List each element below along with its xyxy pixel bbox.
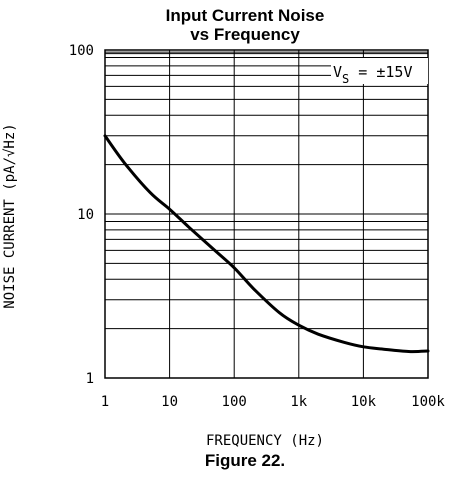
plot-frame [104,49,429,379]
x-tick-label: 100 [222,394,247,410]
x-tick-label: 1k [290,394,307,410]
chart-title-line2: vs Frequency [190,25,300,44]
chart-title-line1: Input Current Noise [166,6,325,25]
annotation-mask [331,58,428,84]
x-tick-label: 10 [161,394,178,410]
data-series [103,134,430,354]
y-tick-label: 100 [69,43,94,59]
y-tick-label: 1 [86,371,94,387]
y-tick-label: 10 [77,207,94,223]
noise-current-curve [103,134,430,354]
x-axis-label: FREQUENCY (Hz) [206,433,324,449]
grid-lines [104,50,429,379]
y-axis-label: NOISE CURRENT (pA/√Hz) [2,123,18,308]
x-tick-label: 100k [411,394,445,410]
plot-border [104,49,429,379]
x-tick-labels: 1 10 100 1k 10k 100k [101,394,446,410]
x-tick-label: 1 [101,394,109,410]
y-tick-labels: 1 10 100 [69,43,94,387]
vs-annotation: VS = ±15V [333,63,412,86]
x-tick-label: 10k [351,394,377,410]
figure-caption: Figure 22. [205,451,285,470]
